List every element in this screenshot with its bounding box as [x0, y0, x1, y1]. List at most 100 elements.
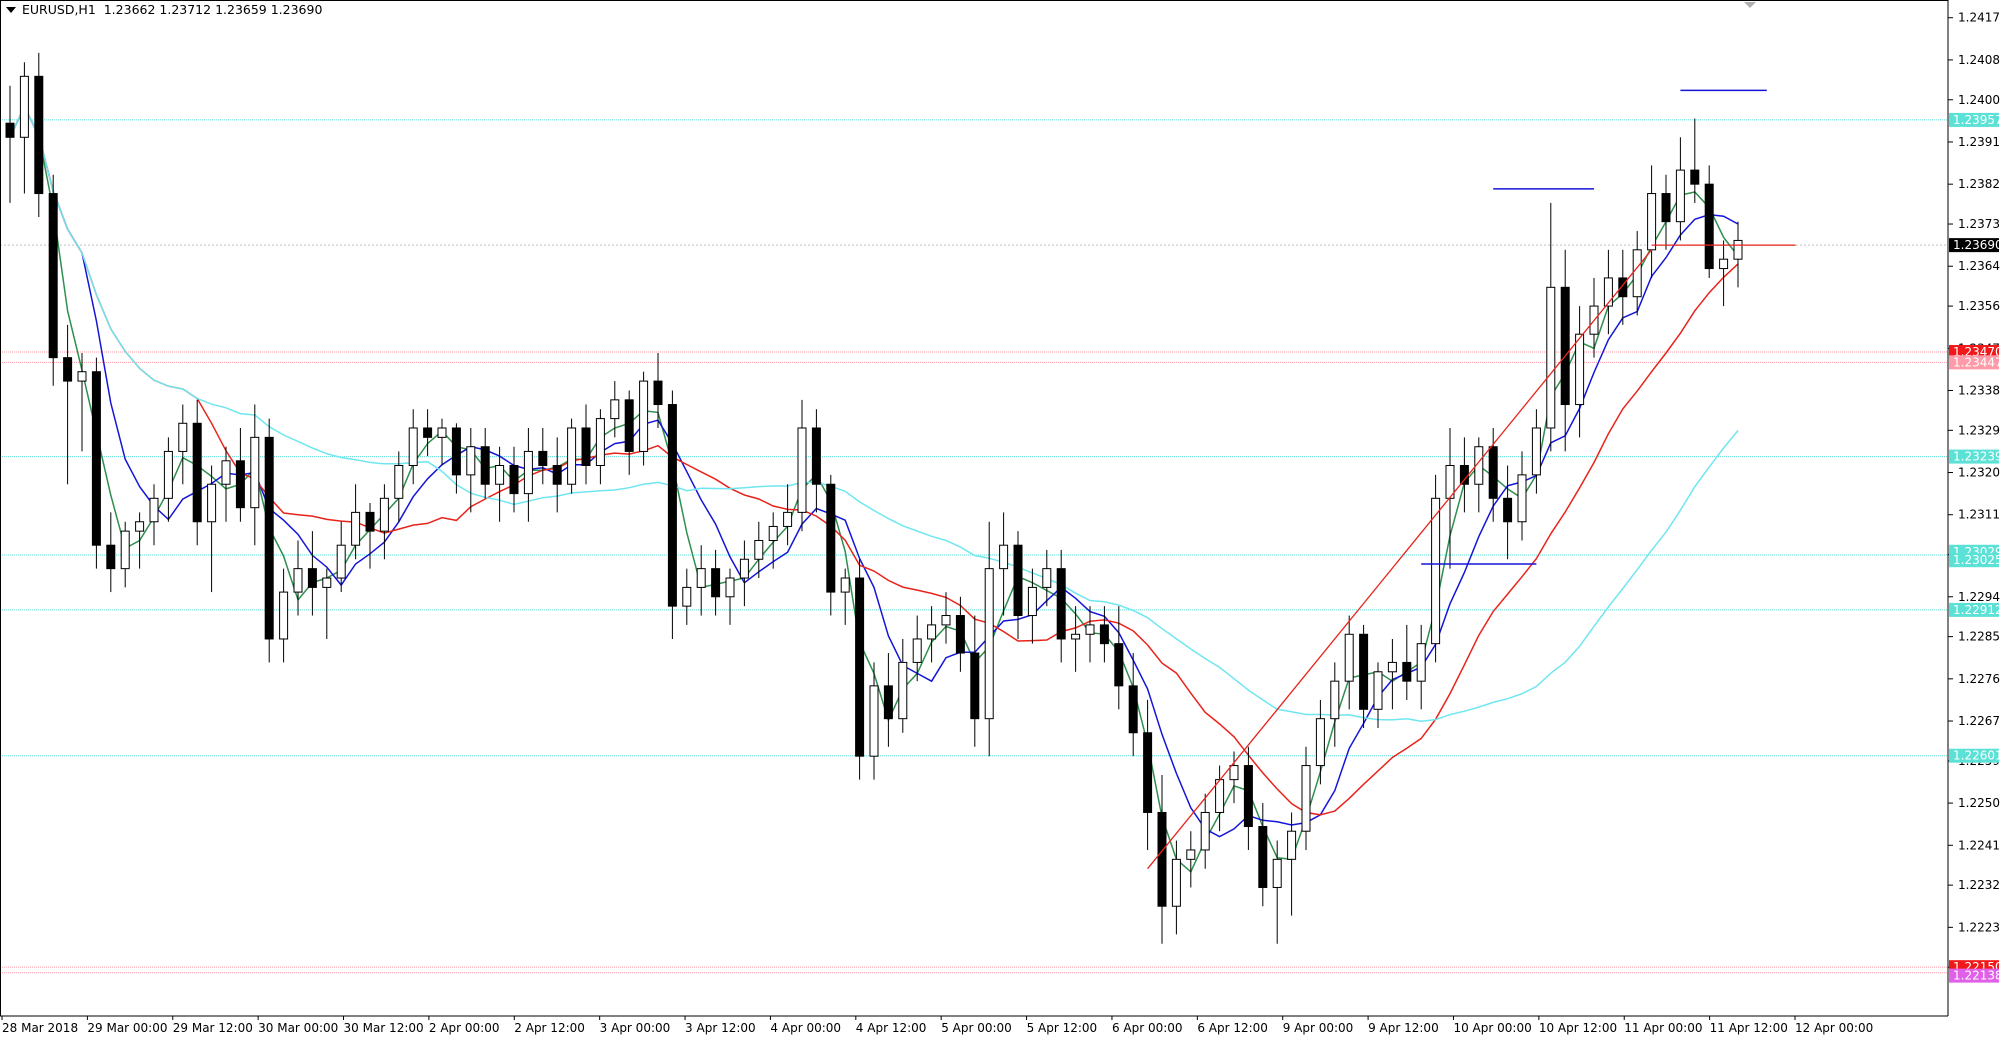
y-tick-label: 1.23820 [1958, 177, 2000, 191]
candle-bull [1431, 497, 1441, 645]
candle-bull [1546, 286, 1556, 429]
candle-bull [567, 427, 577, 485]
candle-bull [351, 511, 361, 546]
candle-bull [898, 661, 908, 720]
candle-bull [595, 418, 605, 466]
candle-bull [725, 577, 735, 598]
candle-bull [1027, 586, 1037, 617]
candle-bull [1517, 474, 1527, 523]
candle-bull [163, 450, 173, 499]
candle-bull [1632, 249, 1642, 298]
y-tick-label: 1.22500 [1958, 796, 2000, 810]
candle-bull [984, 568, 994, 720]
moving-average-line [9, 105, 1739, 722]
price-badge-label: 1.23690 [1953, 238, 2000, 252]
candle-bear [1560, 286, 1570, 406]
price-badge-label: 1.23025 [1953, 553, 2000, 567]
candle-bull [1373, 671, 1383, 710]
candle-bear [1359, 633, 1369, 710]
candle-bear [653, 380, 663, 406]
x-tick-label: 2 Apr 00:00 [429, 1021, 500, 1035]
price-badge-label: 1.23239 [1953, 450, 2000, 464]
price-badge-label: 1.23447 [1953, 355, 2000, 369]
candle-bear [91, 371, 101, 546]
price-badge [1949, 968, 1999, 983]
candle-bull [1474, 446, 1484, 485]
candle-bull [768, 525, 778, 542]
candle-bull [1200, 811, 1210, 851]
chart-header: EURUSD,H1 1.23662 1.23712 1.23659 1.2369… [4, 2, 322, 17]
candle-bull [1287, 830, 1297, 860]
y-tick-label: 1.24000 [1958, 93, 2000, 107]
x-tick-label: 6 Apr 00:00 [1112, 1021, 1183, 1035]
candle-bull [1675, 169, 1685, 223]
candle-bull [322, 577, 332, 588]
ohlc-readout: 1.23662 1.23712 1.23659 1.23690 [103, 2, 323, 17]
price-badge [1949, 355, 1999, 370]
price-badge [1949, 553, 1999, 568]
candle-bear [1157, 811, 1167, 907]
y-tick-label: 1.23735 [1958, 217, 2000, 231]
candle-bear [1013, 544, 1023, 617]
candle-bear [1661, 193, 1671, 223]
candle-bear [1488, 446, 1498, 499]
price-badge [1949, 449, 1999, 464]
candle-bull [394, 464, 404, 499]
candle-bull [523, 450, 533, 495]
candle-bull [754, 540, 764, 560]
x-tick-label: 3 Apr 00:00 [600, 1021, 671, 1035]
candle-bear [1114, 643, 1124, 687]
y-tick-label: 1.24175 [1958, 11, 2000, 25]
candle-bull [739, 558, 749, 579]
moving-average-line [9, 105, 1739, 816]
candle-bull [466, 446, 476, 476]
candle-bull [1603, 277, 1613, 307]
y-tick-label: 1.22855 [1958, 630, 2000, 644]
candle-bull [1272, 858, 1282, 888]
candle-bear [811, 427, 821, 485]
candle-bear [5, 122, 15, 138]
candle-bull [19, 75, 29, 138]
moving-average-line [9, 105, 1739, 838]
candle-bear [63, 357, 73, 382]
y-tick-label: 1.23115 [1958, 508, 2000, 522]
candle-bull [696, 568, 706, 588]
candle-bull [1416, 643, 1426, 682]
candle-bull [1071, 633, 1081, 640]
chart-menu-triangle-icon[interactable] [6, 7, 16, 13]
candle-bull [682, 586, 692, 607]
chart-shift-marker-icon[interactable] [1744, 2, 1756, 8]
y-tick-label: 1.22235 [1958, 920, 2000, 934]
candle-bear [1704, 183, 1714, 270]
candle-bull [1042, 568, 1052, 588]
candle-bull [336, 544, 346, 579]
candle-bull [250, 436, 260, 509]
candle-bull [941, 615, 951, 626]
price-badge-label: 1.22601 [1953, 749, 2000, 763]
y-tick-label: 1.22675 [1958, 714, 2000, 728]
x-tick-label: 9 Apr 00:00 [1283, 1021, 1354, 1035]
x-tick-label: 28 Mar 2018 [2, 1021, 78, 1035]
candle-bull [279, 591, 289, 640]
candle-bull [293, 568, 303, 593]
candle-bear [423, 427, 433, 438]
candle-bear [883, 685, 893, 720]
price-badge-label: 1.23957 [1953, 113, 2000, 127]
candle-bear [307, 568, 317, 588]
x-tick-label: 30 Mar 00:00 [258, 1021, 338, 1035]
candle-bear [1690, 169, 1700, 185]
candle-bear [1618, 277, 1628, 298]
candle-bull [927, 624, 937, 640]
candle-bull [999, 544, 1009, 570]
y-tick-label: 1.22940 [1958, 590, 2000, 604]
symbol-label: EURUSD,H1 [22, 2, 96, 17]
candle-bull [437, 427, 447, 438]
plot-area[interactable] [0, 0, 1948, 1016]
candle-bear [581, 427, 591, 466]
candle-bull [379, 497, 389, 532]
candle-bear [192, 422, 202, 523]
price-badge [1949, 238, 1999, 253]
candle-bull [120, 530, 130, 570]
